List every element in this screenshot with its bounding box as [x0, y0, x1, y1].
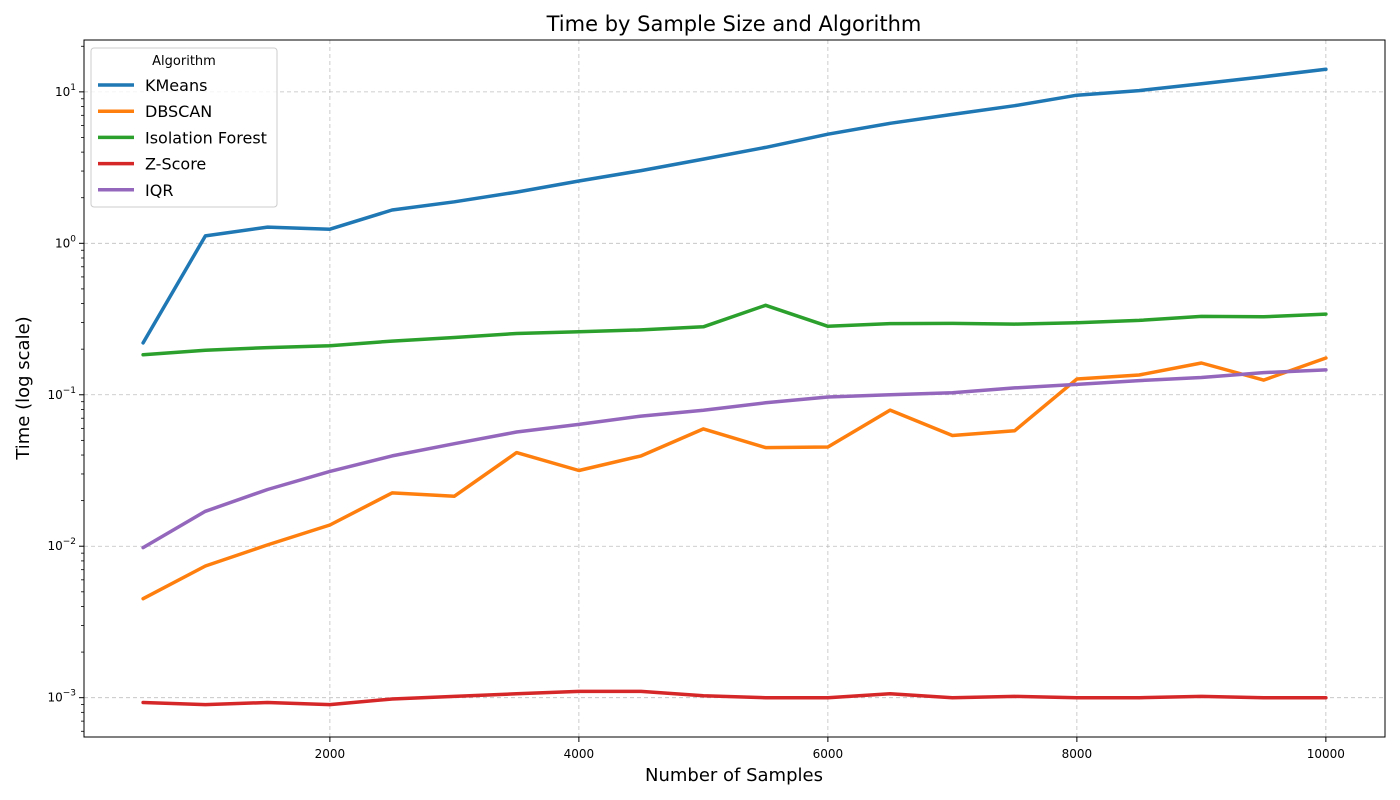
series-line-isolation-forest: [141, 303, 1328, 357]
series-lines: [141, 67, 1328, 707]
legend-label-iqr: IQR: [145, 181, 173, 200]
legend-label-dbscan: DBSCAN: [145, 102, 212, 121]
legend-title: Algorithm: [152, 54, 216, 69]
legend-box: [90, 47, 278, 208]
y-tick-label: 10−1: [47, 386, 76, 402]
x-tick-label: 4000: [564, 747, 595, 761]
x-axis-ticks: 2000 4000 6000 8000 10000: [315, 737, 1345, 761]
series-line-iqr: [141, 368, 1328, 550]
plot-area-frame: [83, 39, 1386, 738]
grid: [84, 40, 1385, 737]
y-tick-label: 101: [55, 83, 76, 99]
legend: Algorithm KMeans DBSCAN Isolation Forest Z-…: [90, 47, 278, 208]
legend-items: KMeans DBSCAN Isolation Forest Z-Score IQR: [98, 76, 267, 200]
y-axis-label: Time (log scale): [13, 316, 34, 460]
x-tick-label: 10000: [1307, 747, 1345, 761]
x-tick-label: 8000: [1062, 747, 1093, 761]
series-line-kmeans: [141, 67, 1328, 345]
legend-label-kmeans: KMeans: [145, 76, 207, 95]
y-axis-ticks: 10−3 10−2 10−1 100 101: [47, 45, 84, 732]
series-line-dbscan: [141, 356, 1328, 601]
x-tick-label: 6000: [813, 747, 844, 761]
legend-label-isolation-forest: Isolation Forest: [145, 128, 267, 147]
x-axis-label: Number of Samples: [645, 765, 823, 786]
y-tick-label: 10−3: [47, 689, 76, 705]
chart-title: Time by Sample Size and Algorithm: [546, 12, 922, 36]
x-tick-label: 2000: [315, 747, 346, 761]
series-line-z-score: [141, 689, 1328, 707]
legend-label-z-score: Z-Score: [145, 155, 206, 174]
y-tick-label: 10−2: [47, 537, 76, 553]
y-tick-label: 100: [55, 234, 76, 250]
